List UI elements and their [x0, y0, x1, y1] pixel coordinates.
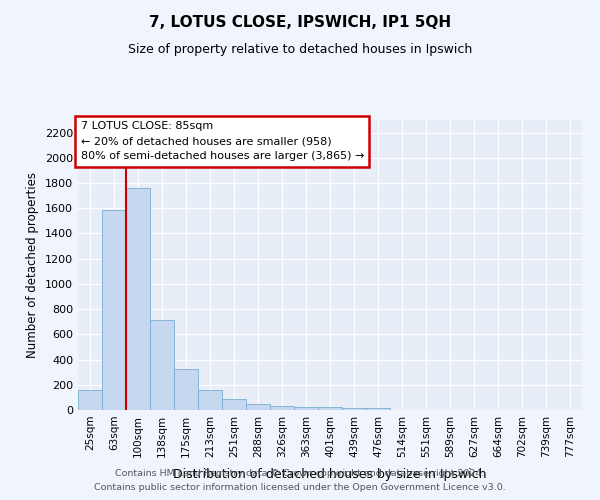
Bar [174, 369, 198, 410]
Bar [150, 320, 174, 410]
Bar [222, 400, 246, 410]
Text: Size of property relative to detached houses in Ipswich: Size of property relative to detached ho… [128, 42, 472, 56]
Text: Contains HM Land Registry data © Crown copyright and database right 2024.: Contains HM Land Registry data © Crown c… [115, 468, 485, 477]
Bar [102, 210, 126, 410]
Bar [246, 404, 270, 410]
Bar [198, 390, 222, 410]
Text: 7 LOTUS CLOSE: 85sqm
← 20% of detached houses are smaller (958)
80% of semi-deta: 7 LOTUS CLOSE: 85sqm ← 20% of detached h… [80, 122, 364, 161]
X-axis label: Distribution of detached houses by size in Ipswich: Distribution of detached houses by size … [173, 468, 487, 481]
Y-axis label: Number of detached properties: Number of detached properties [26, 172, 40, 358]
Bar [366, 408, 390, 410]
Bar [342, 408, 366, 410]
Bar [318, 408, 342, 410]
Bar [270, 406, 294, 410]
Bar [294, 407, 318, 410]
Bar [78, 390, 102, 410]
Bar [126, 188, 150, 410]
Text: 7, LOTUS CLOSE, IPSWICH, IP1 5QH: 7, LOTUS CLOSE, IPSWICH, IP1 5QH [149, 15, 451, 30]
Text: Contains public sector information licensed under the Open Government Licence v3: Contains public sector information licen… [94, 484, 506, 492]
